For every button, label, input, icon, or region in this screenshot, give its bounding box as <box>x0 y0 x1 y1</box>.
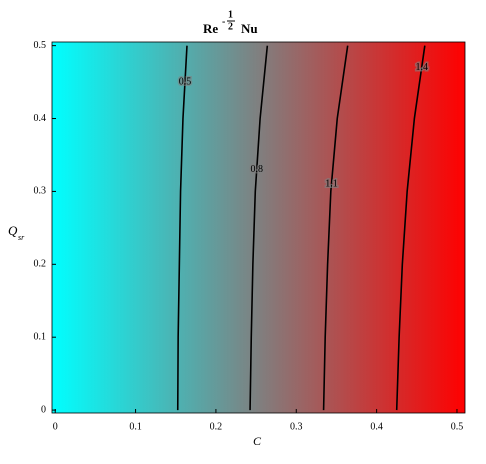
plot-frame <box>51 41 466 414</box>
y-tick-label: 0.2 <box>34 259 47 270</box>
contour-label: 0.8 <box>250 164 263 175</box>
title-tail: Nu <box>241 21 258 36</box>
x-tick-label: 0.5 <box>451 421 464 432</box>
contour-line <box>249 45 269 411</box>
title-exponent-numerator: 1 <box>228 9 233 20</box>
title-exponent-denominator: 2 <box>228 21 233 32</box>
x-tick-label: 0.3 <box>290 421 303 432</box>
x-tick-label: 0.4 <box>370 421 383 432</box>
y-axis-label-subscript: sr <box>18 233 25 242</box>
contour-line <box>322 45 349 411</box>
x-tick-label: 0.1 <box>129 421 142 432</box>
y-tick-label: 0 <box>41 404 46 415</box>
y-tick-label: 0.3 <box>34 186 47 197</box>
contour-line <box>395 45 426 411</box>
title-exponent-sign: - <box>222 16 225 27</box>
chart-title: Re - 1 2 Nu <box>203 9 258 36</box>
y-tick-label: 0.1 <box>34 331 47 342</box>
y-tick-label: 0.4 <box>34 113 47 124</box>
x-tick-label: 0.2 <box>210 421 223 432</box>
y-tick-label: 0.5 <box>34 40 47 51</box>
x-tick-label: 0 <box>53 421 58 432</box>
contour-line <box>176 45 188 411</box>
contour-label: 0.5 <box>179 76 192 87</box>
contour-label: 1.4 <box>415 62 428 73</box>
y-axis-label: Q <box>8 223 18 238</box>
x-axis-label: C <box>253 434 262 448</box>
color-field <box>52 42 465 413</box>
title-base: Re <box>203 21 218 36</box>
contour-label: 1.1 <box>325 178 338 189</box>
